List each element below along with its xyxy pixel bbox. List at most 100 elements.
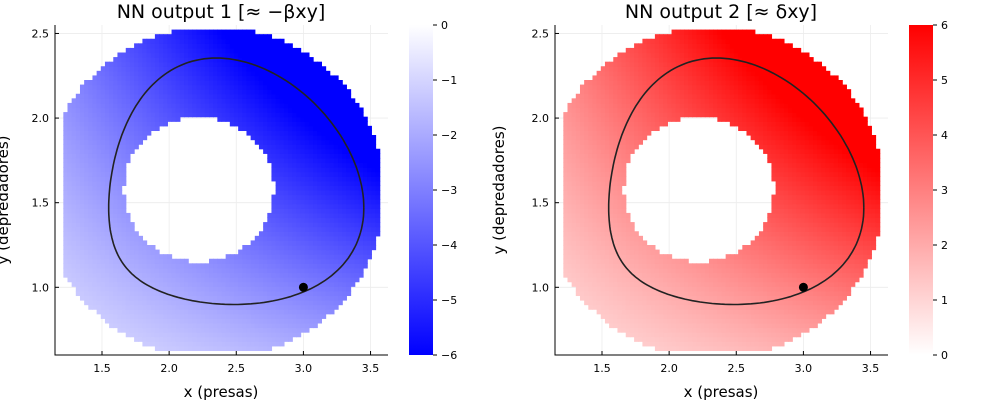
heatmap-cell bbox=[267, 336, 273, 342]
heatmap-cell bbox=[342, 153, 347, 159]
heatmap-cell bbox=[333, 121, 339, 127]
heatmap-cell bbox=[134, 327, 139, 333]
heatmap-cell bbox=[142, 116, 148, 122]
heatmap-cell bbox=[100, 222, 106, 228]
heatmap-cell bbox=[92, 89, 98, 95]
heatmap-cell bbox=[667, 332, 673, 338]
heatmap-cell bbox=[283, 336, 289, 342]
heatmap-cell bbox=[308, 208, 314, 214]
heatmap-cell bbox=[225, 341, 231, 347]
heatmap-cell bbox=[150, 70, 156, 77]
heatmap-cell bbox=[267, 116, 273, 122]
heatmap-cell bbox=[296, 116, 302, 122]
heatmap-cell bbox=[292, 176, 298, 182]
heatmap-cell bbox=[250, 322, 256, 329]
heatmap-cell bbox=[371, 148, 377, 154]
heatmap-cell bbox=[325, 263, 331, 269]
heatmap-cell bbox=[275, 267, 281, 274]
heatmap-cell bbox=[588, 263, 594, 269]
heatmap-cell bbox=[588, 245, 594, 251]
heatmap-cell bbox=[642, 332, 648, 338]
heatmap-cell bbox=[292, 277, 298, 283]
heatmap-cell bbox=[159, 336, 164, 342]
heatmap-cell bbox=[221, 52, 227, 58]
heatmap-cell bbox=[271, 75, 277, 81]
heatmap-cell bbox=[250, 258, 256, 264]
heatmap-cell bbox=[604, 267, 610, 274]
x-tick-label: 2.5 bbox=[228, 362, 246, 375]
heatmap-cell bbox=[617, 130, 623, 136]
heatmap-cell bbox=[225, 300, 231, 306]
heatmap-cell bbox=[646, 254, 652, 260]
heatmap-cell bbox=[600, 263, 606, 269]
heatmap-cell bbox=[584, 203, 589, 209]
heatmap-cell bbox=[104, 162, 110, 168]
heatmap-cell bbox=[642, 245, 648, 251]
heatmap-cell bbox=[279, 194, 285, 200]
heatmap-cell bbox=[675, 332, 681, 338]
heatmap-cell bbox=[358, 125, 364, 132]
heatmap-cell bbox=[300, 57, 306, 63]
heatmap-cell bbox=[125, 332, 131, 338]
heatmap-cell bbox=[217, 102, 223, 109]
heatmap-cell bbox=[233, 263, 239, 269]
heatmap-cell bbox=[113, 217, 119, 223]
heatmap-cell bbox=[100, 157, 106, 164]
heatmap-cell bbox=[167, 57, 173, 63]
heatmap-cell bbox=[104, 300, 110, 306]
heatmap-cell bbox=[325, 194, 331, 200]
heatmap-cell bbox=[288, 208, 293, 214]
heatmap-cell bbox=[625, 240, 631, 246]
heatmap-cell bbox=[296, 148, 302, 154]
heatmap-cell bbox=[79, 263, 85, 269]
heatmap-cell bbox=[629, 300, 635, 306]
heatmap-cell bbox=[271, 43, 277, 49]
heatmap-cell bbox=[296, 162, 302, 168]
heatmap-cell bbox=[175, 300, 181, 306]
heatmap-cell bbox=[88, 258, 94, 264]
heatmap-cell bbox=[204, 29, 210, 35]
heatmap-cell bbox=[92, 162, 98, 168]
heatmap-cell bbox=[204, 341, 210, 347]
heatmap-cell bbox=[279, 135, 285, 141]
heatmap-cell bbox=[675, 66, 681, 72]
heatmap-cell bbox=[600, 290, 606, 297]
heatmap-cell bbox=[321, 185, 327, 191]
heatmap-cell bbox=[184, 295, 189, 301]
heatmap-cell bbox=[271, 144, 277, 150]
heatmap-cell bbox=[92, 157, 98, 164]
heatmap-cell bbox=[104, 185, 110, 191]
heatmap-cell bbox=[600, 295, 606, 301]
heatmap-cell bbox=[571, 226, 577, 232]
heatmap-cell bbox=[104, 212, 110, 219]
heatmap-cell bbox=[325, 309, 331, 315]
heatmap-cell bbox=[150, 107, 156, 113]
heatmap-cell bbox=[109, 254, 114, 260]
heatmap-cell bbox=[613, 295, 619, 301]
heatmap-cell bbox=[92, 167, 98, 173]
heatmap-cell bbox=[567, 199, 573, 205]
heatmap-cell bbox=[333, 203, 339, 209]
heatmap-cell bbox=[238, 309, 243, 315]
heatmap-cell bbox=[100, 300, 106, 306]
heatmap-cell bbox=[225, 336, 231, 342]
heatmap-cell bbox=[283, 332, 289, 338]
heatmap-cell bbox=[113, 245, 119, 251]
heatmap-cell bbox=[167, 345, 173, 352]
heatmap-cell bbox=[596, 80, 602, 86]
heatmap-cell bbox=[196, 84, 202, 90]
heatmap-cell bbox=[84, 300, 89, 306]
heatmap-cell bbox=[184, 290, 189, 297]
heatmap-cell bbox=[617, 185, 623, 191]
heatmap-cell bbox=[196, 332, 202, 338]
heatmap-cell bbox=[113, 277, 119, 283]
heatmap-cell bbox=[675, 263, 681, 269]
heatmap-cell bbox=[358, 139, 364, 145]
heatmap-cell bbox=[342, 148, 347, 154]
heatmap-cell bbox=[96, 245, 102, 251]
heatmap-cell bbox=[233, 281, 239, 287]
heatmap-cell bbox=[217, 304, 223, 310]
heatmap-cell bbox=[88, 125, 94, 132]
heatmap-cell bbox=[121, 194, 127, 200]
heatmap-cell bbox=[588, 171, 594, 177]
